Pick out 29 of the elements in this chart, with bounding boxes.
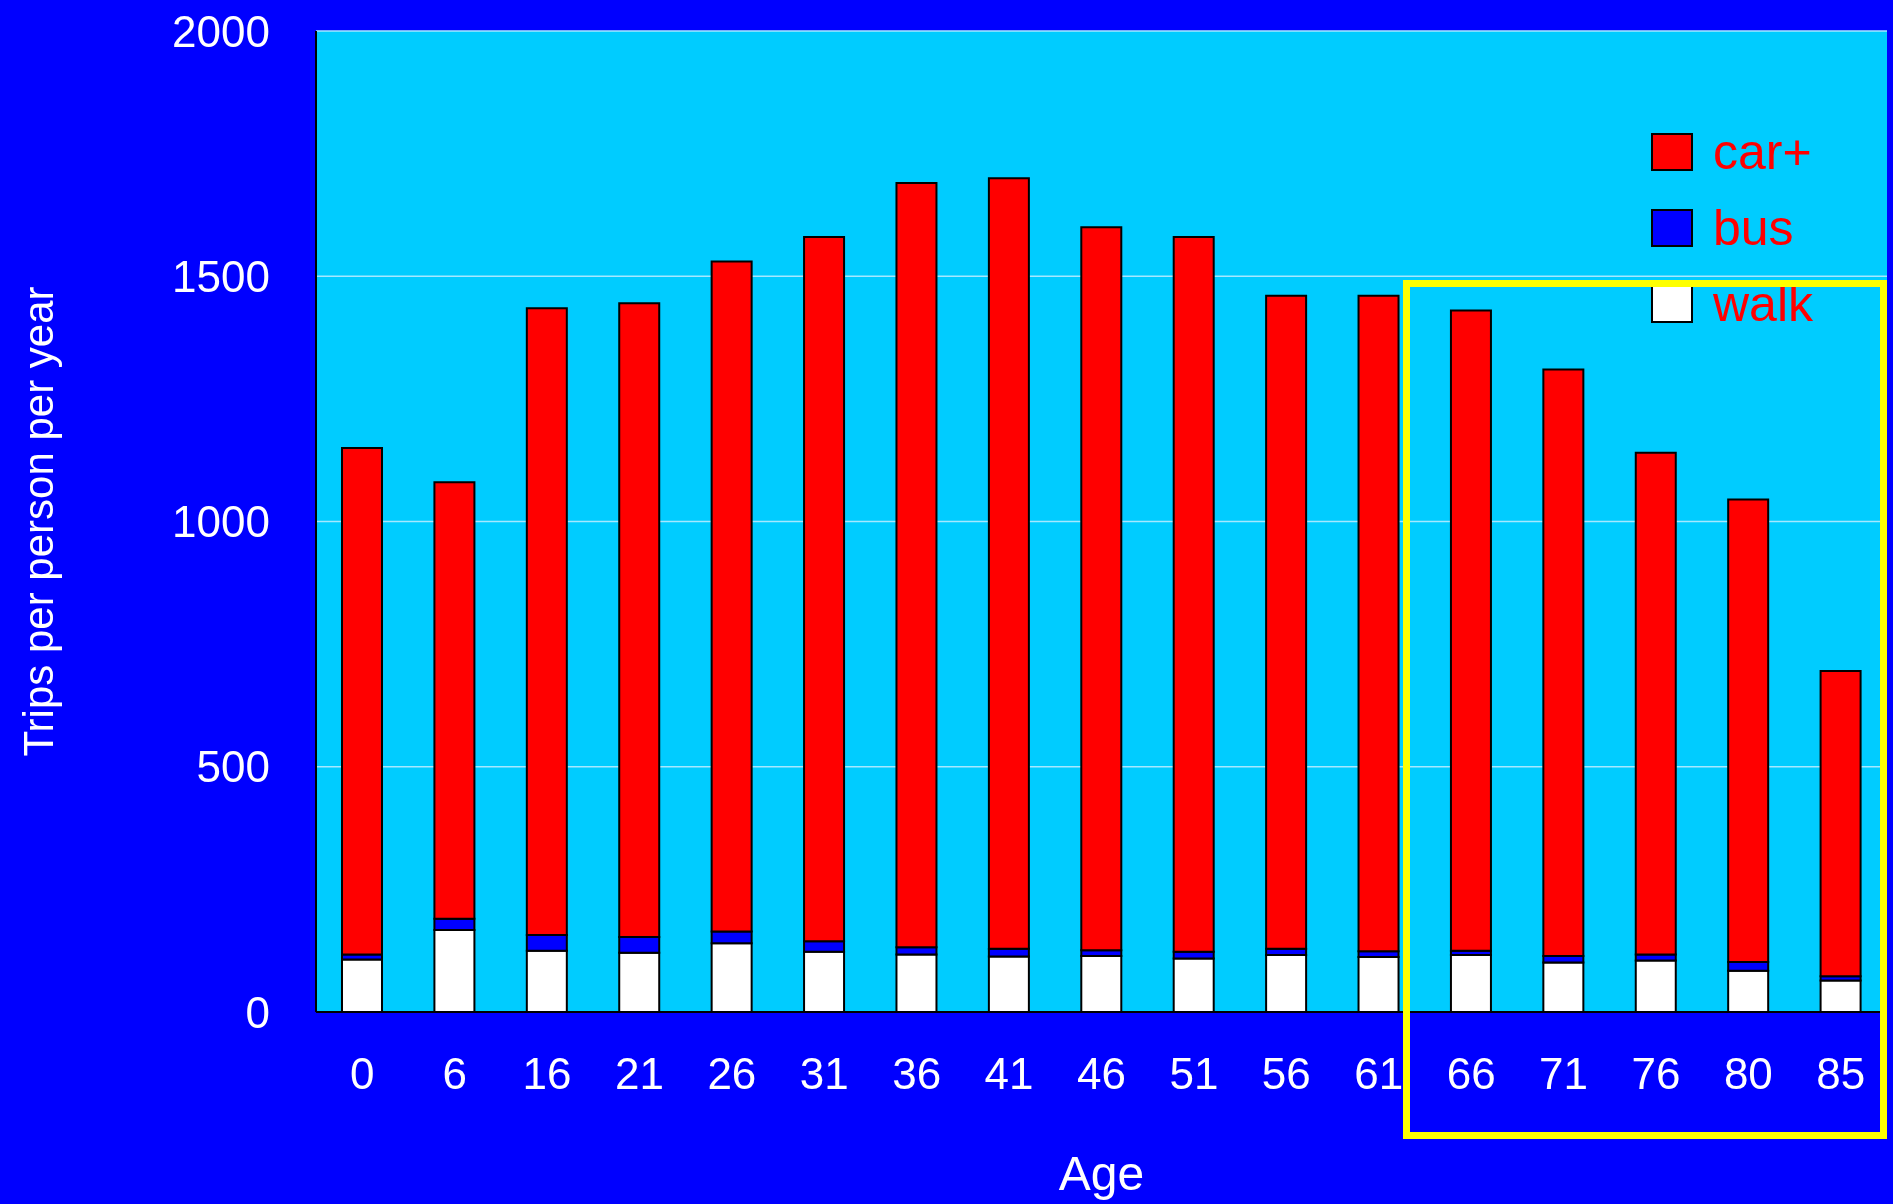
y-tick-label: 0 xyxy=(245,987,270,1037)
x-tick-label: 61 xyxy=(1354,1049,1404,1099)
y-tick-label: 1000 xyxy=(172,497,270,547)
y-axis-title: Trips per person per year xyxy=(14,286,62,757)
x-tick-label: 56 xyxy=(1261,1049,1311,1099)
x-tick-label: 16 xyxy=(522,1049,572,1099)
x-tick-label: 36 xyxy=(892,1049,942,1099)
x-tick-label: 0 xyxy=(349,1049,375,1099)
y-tick-label: 2000 xyxy=(172,6,270,56)
y-tick-label: 500 xyxy=(196,742,270,792)
legend-label: walk xyxy=(1712,276,1813,332)
x-tick-label: 71 xyxy=(1539,1049,1589,1099)
bar xyxy=(1819,670,1862,978)
legend-label: bus xyxy=(1712,200,1794,256)
x-tick-label: 6 xyxy=(442,1049,467,1099)
x-tick-label: 31 xyxy=(799,1049,849,1099)
bar xyxy=(1449,309,1492,952)
x-tick-label: 46 xyxy=(1077,1049,1126,1099)
x-tick-label: 21 xyxy=(614,1049,664,1099)
x-tick-label: 76 xyxy=(1631,1049,1681,1099)
x-tick-label: 51 xyxy=(1169,1049,1219,1099)
x-tick-label: 66 xyxy=(1446,1049,1496,1099)
legend-label: car+ xyxy=(1712,124,1812,180)
x-tick-label: 41 xyxy=(984,1049,1034,1099)
x-tick-label: 80 xyxy=(1723,1049,1773,1099)
x-tick-label: 26 xyxy=(707,1049,757,1099)
x-axis-title: Age xyxy=(1058,1147,1145,1200)
x-tick-label: 85 xyxy=(1816,1049,1866,1099)
y-tick-label: 1500 xyxy=(172,251,270,301)
